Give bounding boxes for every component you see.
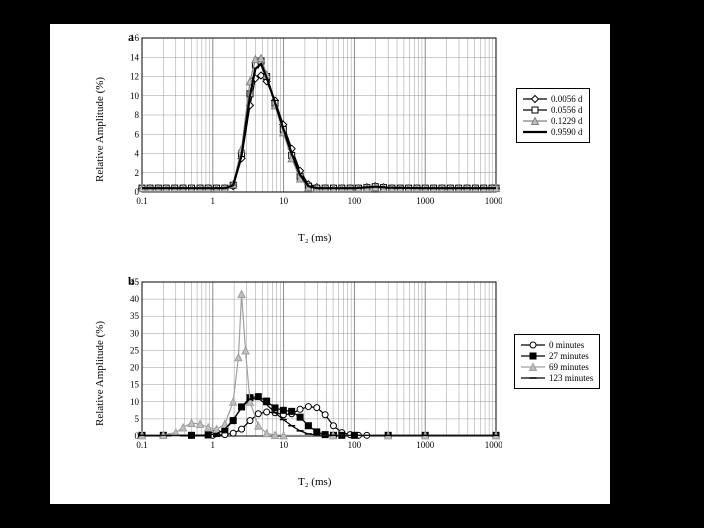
- svg-text:15: 15: [130, 380, 140, 390]
- svg-text:14: 14: [130, 52, 140, 62]
- legend-marker-icon: [521, 373, 545, 383]
- chart-a-ylabel: Relative Amplitude (%): [94, 77, 106, 182]
- svg-text:10000: 10000: [485, 196, 502, 206]
- svg-text:25: 25: [130, 345, 140, 355]
- legend-label: 27 minutes: [549, 351, 589, 361]
- legend-label: 0.0556 d: [551, 105, 583, 115]
- svg-text:40: 40: [130, 294, 140, 304]
- legend-marker-icon: [521, 351, 545, 361]
- chart-b: 0510152025303540450.1110100100010000: [122, 276, 502, 456]
- legend-item: 0.0556 d: [523, 105, 583, 115]
- svg-text:30: 30: [130, 328, 140, 338]
- legend-marker-icon: [523, 94, 547, 104]
- legend-marker-icon: [523, 105, 547, 115]
- legend-item: 123 minutes: [521, 373, 593, 383]
- chart-a: 02468101214160.1110100100010000: [122, 32, 502, 212]
- svg-text:100: 100: [348, 196, 362, 206]
- svg-text:10: 10: [279, 196, 289, 206]
- svg-text:1: 1: [211, 196, 216, 206]
- svg-text:10: 10: [279, 440, 289, 450]
- legend-label: 0.0056 d: [551, 94, 583, 104]
- svg-text:0.1: 0.1: [136, 196, 147, 206]
- figure-page: a 02468101214160.1110100100010000 Relati…: [50, 24, 610, 504]
- legend-item: 0.9590 d: [523, 127, 583, 137]
- svg-text:12: 12: [130, 72, 139, 82]
- svg-text:45: 45: [130, 277, 140, 287]
- chart-a-legend: 0.0056 d0.0556 d0.1229 d0.9590 d: [516, 88, 590, 143]
- svg-text:4: 4: [135, 149, 140, 159]
- svg-text:8: 8: [135, 110, 140, 120]
- legend-marker-icon: [521, 362, 545, 372]
- svg-text:1: 1: [211, 440, 216, 450]
- legend-item: 0.0056 d: [523, 94, 583, 104]
- svg-text:20: 20: [130, 363, 140, 373]
- svg-text:2: 2: [135, 168, 140, 178]
- svg-text:35: 35: [130, 311, 140, 321]
- legend-label: 69 minutes: [549, 362, 589, 372]
- legend-marker-icon: [523, 116, 547, 126]
- chart-b-ylabel: Relative Amplitude (%): [94, 321, 106, 426]
- chart-a-xlabel: T₂ (ms): [298, 232, 331, 244]
- svg-text:10: 10: [130, 397, 140, 407]
- svg-text:1000: 1000: [416, 440, 435, 450]
- svg-text:1000: 1000: [416, 196, 435, 206]
- svg-text:100: 100: [348, 440, 362, 450]
- svg-text:16: 16: [130, 33, 140, 43]
- legend-item: 0.1229 d: [523, 116, 583, 126]
- legend-label: 123 minutes: [549, 373, 593, 383]
- svg-text:5: 5: [135, 414, 140, 424]
- legend-label: 0 minutes: [549, 340, 584, 350]
- svg-text:10: 10: [130, 91, 140, 101]
- legend-item: 0 minutes: [521, 340, 593, 350]
- legend-label: 0.1229 d: [551, 116, 583, 126]
- legend-marker-icon: [521, 340, 545, 350]
- legend-label: 0.9590 d: [551, 127, 583, 137]
- chart-b-legend: 0 minutes27 minutes69 minutes123 minutes: [514, 334, 600, 389]
- svg-text:10000: 10000: [485, 440, 502, 450]
- legend-item: 27 minutes: [521, 351, 593, 361]
- svg-text:0.1: 0.1: [136, 440, 147, 450]
- svg-text:6: 6: [135, 129, 140, 139]
- chart-b-xlabel: T₂ (ms): [298, 476, 331, 488]
- legend-marker-icon: [523, 127, 547, 137]
- legend-item: 69 minutes: [521, 362, 593, 372]
